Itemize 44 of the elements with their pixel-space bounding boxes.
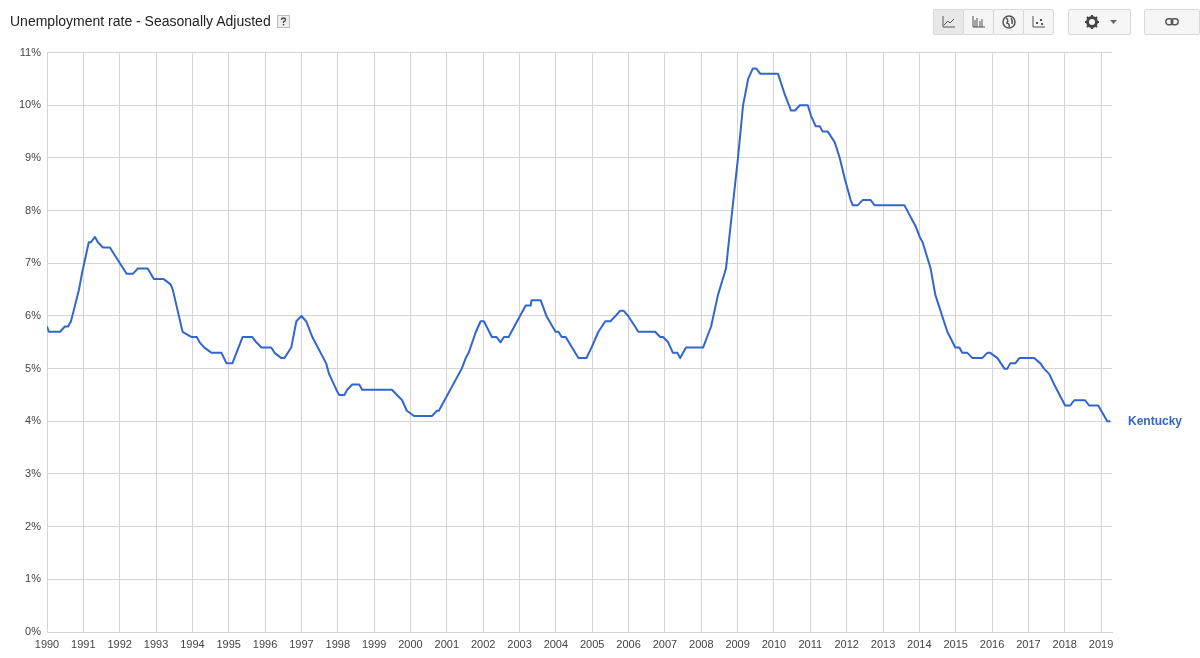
series-label: Kentucky bbox=[1128, 413, 1183, 428]
y-tick-label: 8% bbox=[25, 203, 42, 216]
x-tick-label: 1999 bbox=[361, 637, 387, 650]
x-tick-label: 2013 bbox=[870, 637, 896, 650]
x-tick-label: 2002 bbox=[470, 637, 496, 650]
y-tick-label: 10% bbox=[18, 98, 42, 111]
x-tick-label: 1991 bbox=[71, 637, 96, 650]
x-tick-label: 1998 bbox=[325, 637, 351, 650]
y-tick-label: 4% bbox=[25, 414, 42, 427]
x-tick-label: 2019 bbox=[1088, 637, 1114, 650]
x-tick-label: 2005 bbox=[579, 637, 605, 650]
x-tick-label: 1994 bbox=[180, 637, 205, 650]
x-tick-label: 2007 bbox=[652, 637, 678, 650]
x-tick-label: 2012 bbox=[834, 637, 859, 650]
x-tick-label: 2006 bbox=[616, 637, 641, 650]
x-tick-label: 2010 bbox=[761, 637, 787, 650]
x-tick-label: 2016 bbox=[979, 637, 1005, 650]
y-tick-label: 2% bbox=[25, 519, 42, 532]
x-tick-label: 1993 bbox=[143, 637, 169, 650]
x-tick-label: 2015 bbox=[943, 637, 968, 650]
x-tick-label: 2008 bbox=[689, 637, 714, 650]
x-tick-label: 2011 bbox=[798, 637, 823, 650]
x-tick-label: 2009 bbox=[725, 637, 750, 650]
x-tick-label: 2003 bbox=[507, 637, 532, 650]
x-tick-label: 1992 bbox=[107, 637, 132, 650]
y-tick-label: 11% bbox=[19, 45, 42, 58]
y-tick-label: 9% bbox=[25, 150, 42, 163]
x-tick-label: 2017 bbox=[1016, 637, 1041, 650]
x-tick-label: 1990 bbox=[34, 637, 60, 650]
y-tick-label: 0% bbox=[25, 625, 42, 638]
y-tick-label: 6% bbox=[25, 308, 42, 321]
y-tick-label: 3% bbox=[25, 467, 42, 480]
y-tick-label: 1% bbox=[25, 572, 42, 585]
x-tick-label: 1995 bbox=[216, 637, 241, 650]
x-tick-label: 2018 bbox=[1052, 637, 1077, 650]
y-tick-label: 5% bbox=[25, 361, 42, 374]
x-tick-label: 1996 bbox=[252, 637, 278, 650]
chart-title: Unemployment rate - Seasonally Adjusted bbox=[10, 13, 271, 29]
x-tick-label: 1997 bbox=[289, 637, 314, 650]
x-tick-label: 2014 bbox=[907, 637, 932, 650]
x-tick-label: 2004 bbox=[543, 637, 569, 650]
y-tick-label: 7% bbox=[25, 256, 42, 269]
x-tick-label: 2000 bbox=[398, 637, 423, 650]
x-tick-label: 2001 bbox=[434, 637, 460, 650]
